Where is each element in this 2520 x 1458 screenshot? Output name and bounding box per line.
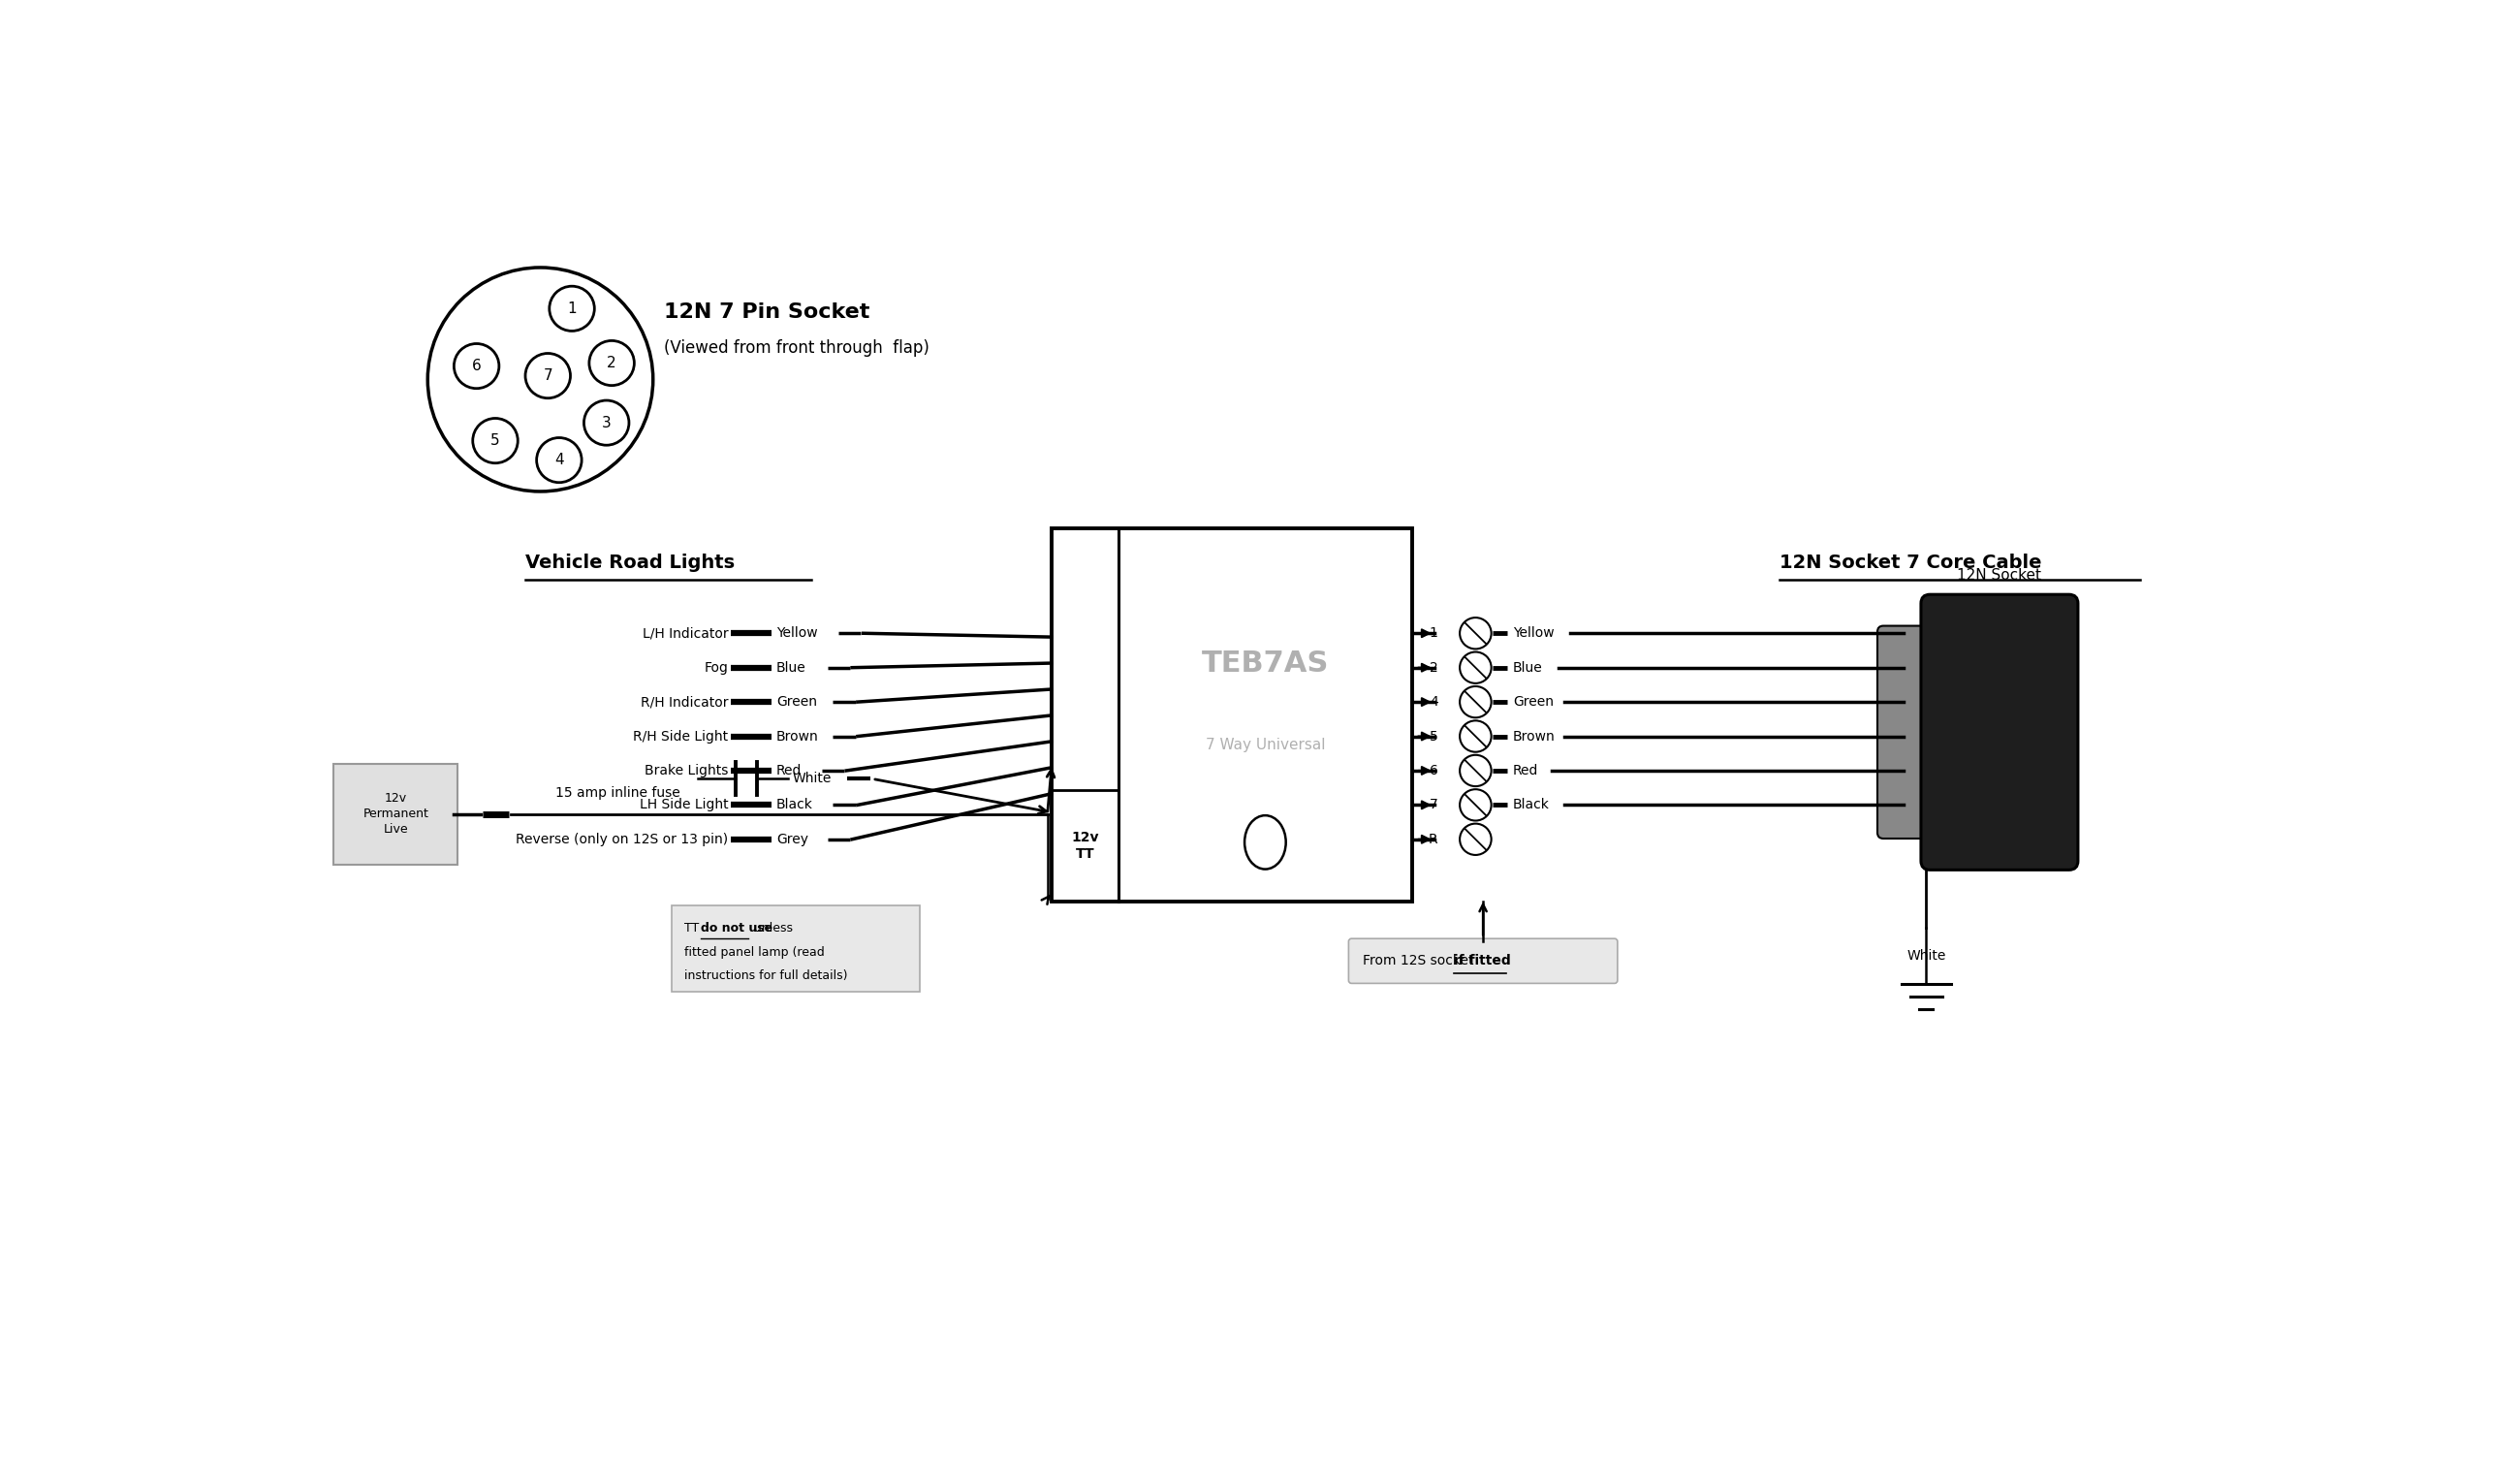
Text: 6: 6 — [1429, 764, 1439, 777]
Text: 6: 6 — [471, 359, 481, 373]
Text: if fitted: if fitted — [1454, 954, 1512, 968]
Text: 7: 7 — [1429, 798, 1439, 812]
Text: Black: Black — [1512, 798, 1550, 812]
Circle shape — [454, 344, 499, 388]
Circle shape — [1459, 755, 1492, 786]
Text: Reverse (only on 12S or 13 pin): Reverse (only on 12S or 13 pin) — [517, 833, 728, 846]
FancyBboxPatch shape — [1920, 595, 2079, 870]
Text: White: White — [791, 773, 832, 786]
Circle shape — [524, 353, 570, 398]
Text: unless: unless — [751, 921, 794, 935]
Text: 2: 2 — [607, 356, 617, 370]
Text: instructions for full details): instructions for full details) — [685, 970, 847, 983]
Circle shape — [1459, 789, 1492, 821]
Circle shape — [537, 437, 582, 483]
Text: 4: 4 — [554, 453, 564, 468]
Text: Yellow: Yellow — [1512, 627, 1555, 640]
Text: Brown: Brown — [1512, 729, 1555, 744]
Text: fitted panel lamp (read: fitted panel lamp (read — [685, 946, 824, 958]
Text: 12v
TT: 12v TT — [1071, 831, 1099, 862]
Text: R/H Indicator: R/H Indicator — [640, 695, 728, 709]
FancyBboxPatch shape — [1877, 625, 1940, 838]
Text: LH Side Light: LH Side Light — [640, 798, 728, 812]
Text: 7 Way Universal: 7 Way Universal — [1205, 738, 1326, 752]
Text: 7: 7 — [544, 369, 552, 383]
Text: 1: 1 — [1429, 627, 1439, 640]
Circle shape — [428, 267, 653, 491]
Text: Blue: Blue — [1512, 660, 1542, 675]
Text: Brown: Brown — [776, 729, 819, 744]
Text: 5: 5 — [1429, 729, 1439, 744]
Text: TEB7AS: TEB7AS — [1202, 649, 1328, 677]
FancyBboxPatch shape — [1348, 939, 1618, 983]
Text: 2: 2 — [1429, 660, 1439, 675]
Text: L/H Indicator: L/H Indicator — [643, 627, 728, 640]
Text: 12N Socket: 12N Socket — [1958, 567, 2041, 582]
Circle shape — [1459, 652, 1492, 684]
Text: do not use: do not use — [701, 921, 774, 935]
Circle shape — [474, 418, 517, 464]
FancyBboxPatch shape — [333, 764, 459, 865]
Text: 4: 4 — [1429, 695, 1439, 709]
Text: 3: 3 — [602, 416, 612, 430]
Text: Black: Black — [776, 798, 814, 812]
Text: (Viewed from front through  flap): (Viewed from front through flap) — [665, 340, 930, 357]
Text: Vehicle Road Lights: Vehicle Road Lights — [524, 553, 736, 572]
Circle shape — [585, 401, 630, 445]
Text: 15 amp inline fuse: 15 amp inline fuse — [554, 787, 680, 800]
Text: 12N 7 Pin Socket: 12N 7 Pin Socket — [665, 303, 869, 322]
Circle shape — [1459, 824, 1492, 854]
Text: 12N Socket 7 Core Cable: 12N Socket 7 Core Cable — [1779, 553, 2041, 572]
Text: TT: TT — [685, 921, 703, 935]
Text: From 12S socket: From 12S socket — [1363, 954, 1479, 968]
Text: Grey: Grey — [776, 833, 809, 846]
Circle shape — [1459, 687, 1492, 717]
Circle shape — [1459, 720, 1492, 752]
Text: Red: Red — [1512, 764, 1540, 777]
Text: Blue: Blue — [776, 660, 806, 675]
Text: Fog: Fog — [703, 660, 728, 675]
Text: White: White — [1908, 949, 1945, 962]
Text: Yellow: Yellow — [776, 627, 816, 640]
FancyBboxPatch shape — [673, 905, 920, 991]
Bar — [1051, 529, 1411, 903]
Text: 12v
Permanent
Live: 12v Permanent Live — [363, 793, 428, 835]
Text: Green: Green — [1512, 695, 1555, 709]
Text: Green: Green — [776, 695, 816, 709]
Circle shape — [549, 286, 595, 331]
Text: Red: Red — [776, 764, 801, 777]
Text: R: R — [1429, 833, 1439, 846]
Circle shape — [1459, 618, 1492, 649]
Text: 1: 1 — [567, 302, 577, 316]
Circle shape — [590, 341, 635, 385]
Text: 5: 5 — [491, 433, 499, 448]
Text: Brake Lights: Brake Lights — [645, 764, 728, 777]
Text: R/H Side Light: R/H Side Light — [633, 729, 728, 744]
